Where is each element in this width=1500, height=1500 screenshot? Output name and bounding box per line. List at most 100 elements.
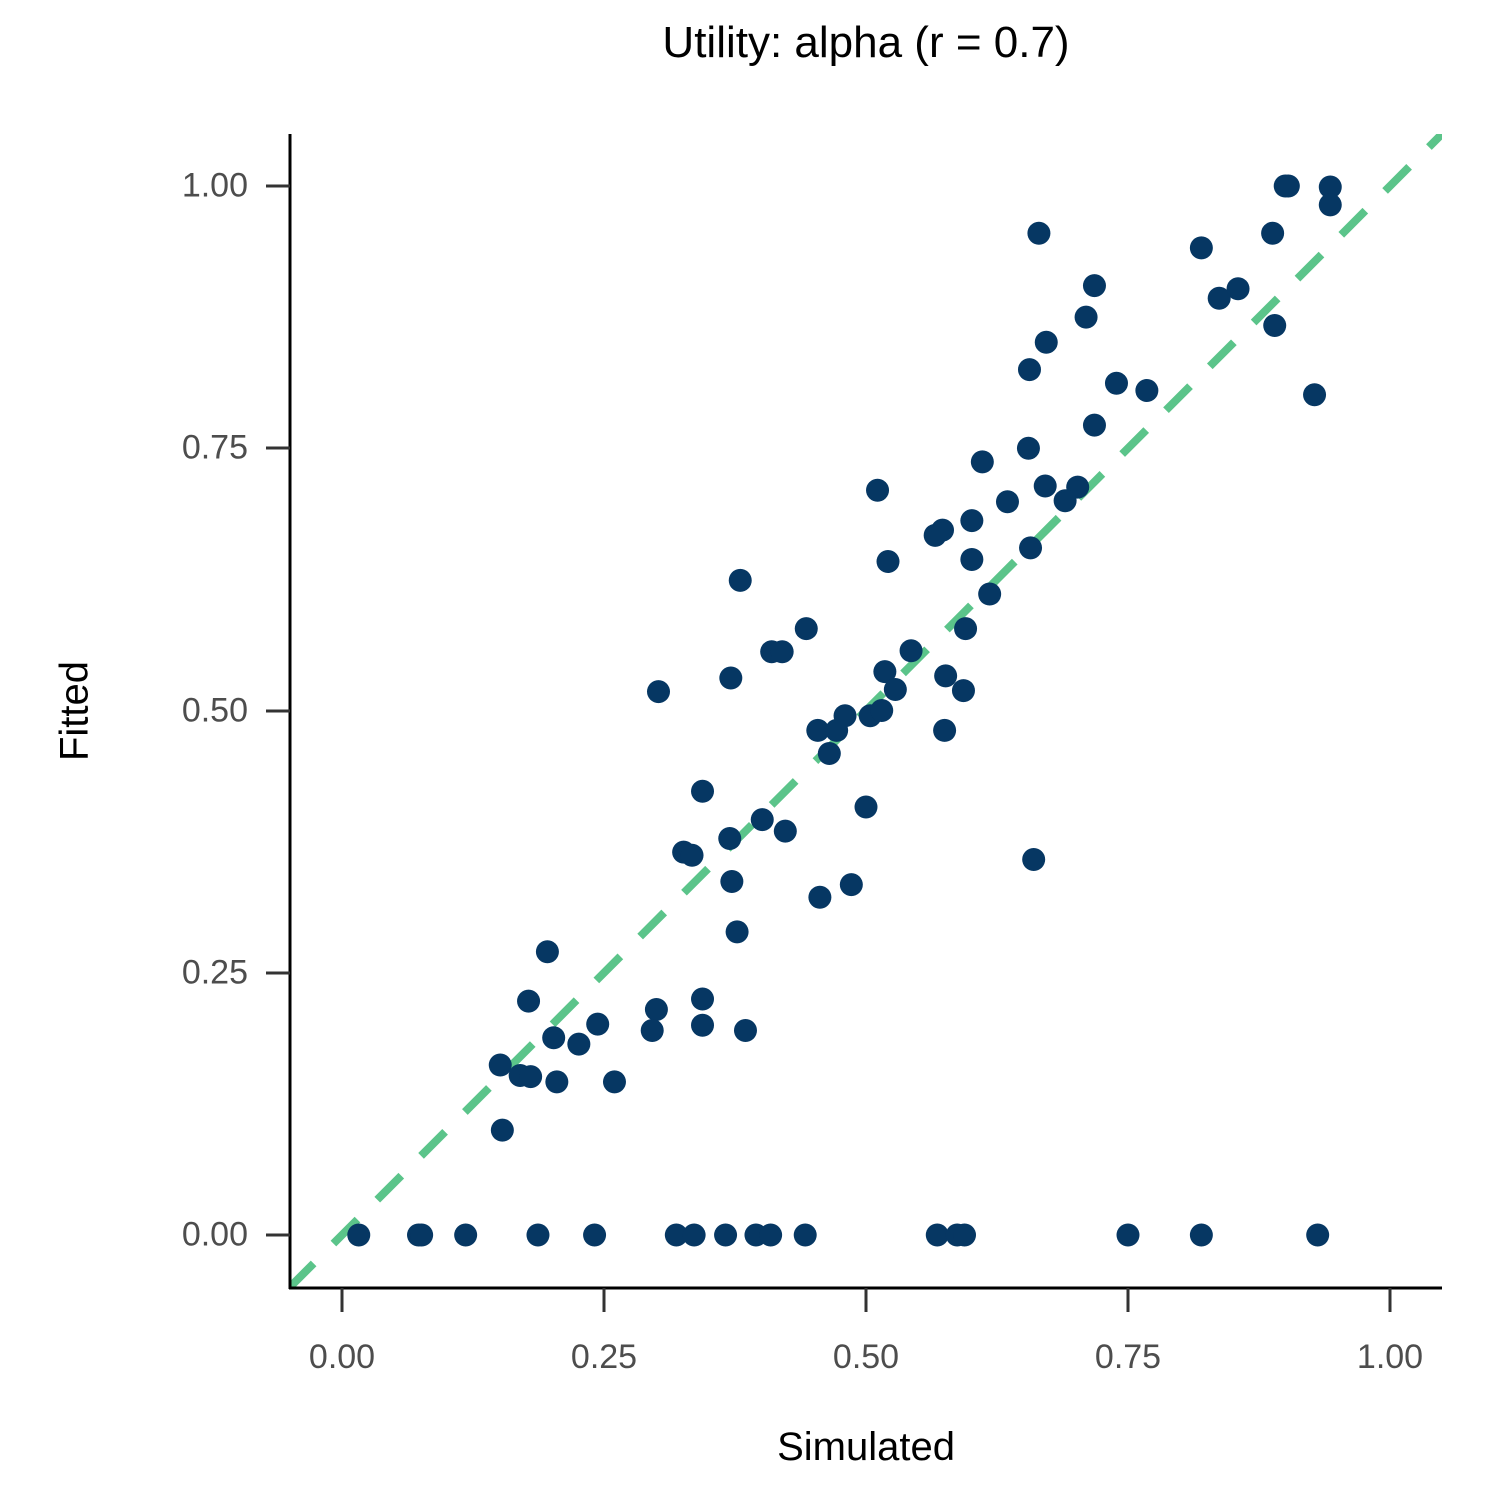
- data-point: [1189, 236, 1213, 260]
- data-point: [978, 582, 1002, 606]
- data-point: [1019, 536, 1043, 560]
- data-point: [719, 666, 743, 690]
- data-point: [899, 639, 923, 663]
- data-point: [691, 779, 715, 803]
- data-point: [517, 989, 541, 1013]
- data-point: [680, 843, 704, 867]
- data-point: [995, 490, 1019, 514]
- data-point: [925, 1223, 949, 1247]
- data-point: [951, 679, 975, 703]
- data-point: [714, 1223, 738, 1247]
- data-point: [545, 1070, 569, 1094]
- y-tick-label: 0.00: [181, 1215, 248, 1254]
- data-point: [839, 873, 863, 897]
- data-point: [535, 940, 559, 964]
- data-point: [1261, 221, 1285, 245]
- data-point: [347, 1223, 371, 1247]
- data-point: [490, 1118, 514, 1142]
- data-point: [583, 1223, 607, 1247]
- data-point: [1226, 277, 1250, 301]
- y-tick-label: 0.25: [181, 953, 248, 992]
- data-point: [567, 1032, 591, 1056]
- data-point: [817, 742, 841, 766]
- data-point: [1027, 221, 1051, 245]
- data-point: [876, 550, 900, 574]
- x-axis-title: Simulated: [777, 1425, 955, 1469]
- y-tick-label: 0.75: [181, 428, 248, 467]
- data-point: [718, 826, 742, 850]
- data-point: [691, 987, 715, 1011]
- data-point: [682, 1223, 706, 1247]
- data-point: [750, 808, 774, 832]
- data-point: [1082, 413, 1106, 437]
- data-point: [602, 1070, 626, 1094]
- y-tick-label: 0.50: [181, 691, 248, 730]
- data-point: [954, 617, 978, 641]
- data-point: [1318, 175, 1342, 199]
- data-point: [1189, 1223, 1213, 1247]
- data-point: [808, 885, 832, 909]
- y-axis: [266, 134, 292, 1289]
- data-point: [664, 1223, 688, 1247]
- data-point: [1082, 274, 1106, 298]
- data-point: [720, 869, 744, 893]
- data-point: [1306, 1223, 1330, 1247]
- data-point: [725, 920, 749, 944]
- data-point: [933, 718, 957, 742]
- data-point: [960, 509, 984, 533]
- data-point: [1135, 379, 1159, 403]
- data-point: [1017, 358, 1041, 382]
- data-point: [934, 664, 958, 688]
- x-tick-label: 0.50: [832, 1338, 900, 1376]
- data-point: [759, 1223, 783, 1247]
- data-point: [586, 1012, 610, 1036]
- data-point: [640, 1018, 664, 1042]
- data-point: [866, 478, 890, 502]
- data-point: [806, 718, 830, 742]
- data-point: [733, 1018, 757, 1042]
- x-tick-label: 0.75: [1094, 1338, 1162, 1376]
- data-point: [1303, 383, 1327, 407]
- x-tick-label: 0.25: [570, 1338, 638, 1376]
- data-point: [825, 718, 849, 742]
- data-point: [1033, 474, 1057, 498]
- data-point: [854, 795, 878, 819]
- data-point: [519, 1065, 543, 1089]
- data-point: [488, 1053, 512, 1077]
- data-point: [454, 1223, 478, 1247]
- data-point: [794, 617, 818, 641]
- x-tick-label: 1.00: [1356, 1338, 1424, 1376]
- data-point: [1074, 305, 1098, 329]
- data-point: [691, 1013, 715, 1037]
- y-tick-label: 1.00: [181, 166, 248, 205]
- data-point: [773, 819, 797, 843]
- data-point: [770, 640, 794, 664]
- data-point: [1276, 174, 1300, 198]
- data-point: [883, 678, 907, 702]
- data-point: [870, 699, 894, 722]
- data-point: [1207, 286, 1231, 310]
- data-point: [1263, 314, 1287, 338]
- data-point: [1318, 193, 1342, 217]
- data-point: [646, 680, 670, 704]
- data-point: [1116, 1223, 1140, 1247]
- data-point: [960, 547, 984, 571]
- data-point: [526, 1223, 550, 1247]
- data-point: [1104, 371, 1128, 395]
- data-point: [793, 1223, 817, 1247]
- data-point: [1016, 436, 1040, 460]
- data-point: [1053, 489, 1077, 513]
- data-point: [953, 1223, 977, 1247]
- data-point: [728, 568, 752, 592]
- scatter-points: [347, 174, 1342, 1247]
- data-point: [644, 997, 668, 1021]
- data-point: [1022, 847, 1046, 871]
- data-point: [410, 1223, 434, 1247]
- data-point: [542, 1026, 566, 1050]
- data-point: [873, 660, 897, 684]
- chart-title: Utility: alpha (r = 0.7): [662, 18, 1070, 67]
- x-tick-label: 0.00: [308, 1338, 376, 1376]
- data-point: [970, 450, 994, 474]
- x-axis: [289, 1286, 1442, 1312]
